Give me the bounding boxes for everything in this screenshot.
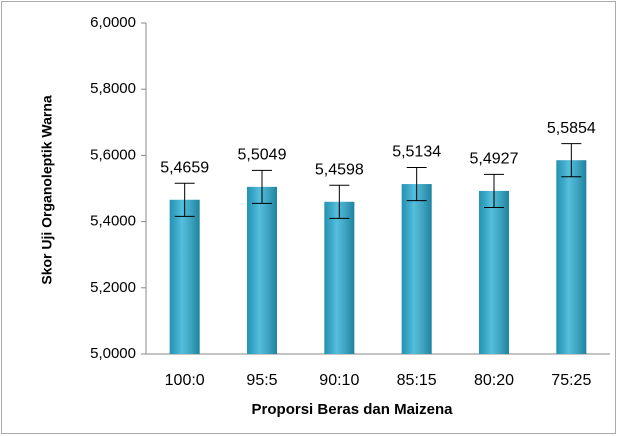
x-axis-title: Proporsi Beras dan Maizena bbox=[252, 401, 454, 418]
value-label: 5,4659 bbox=[160, 159, 209, 176]
y-tick-label: 5,0000 bbox=[90, 345, 136, 362]
y-tick-label: 5,6000 bbox=[90, 146, 136, 163]
bar-shade bbox=[324, 201, 355, 354]
y-tick-label: 6,0000 bbox=[90, 14, 136, 31]
x-tick-label: 85:15 bbox=[397, 372, 437, 389]
value-label: 5,5049 bbox=[238, 147, 287, 164]
error-bar bbox=[174, 182, 195, 217]
y-tick-label: 5,8000 bbox=[90, 80, 136, 97]
x-tick-label: 95:5 bbox=[246, 372, 277, 389]
error-bar bbox=[561, 143, 582, 178]
bar-shade bbox=[401, 184, 432, 354]
error-bar bbox=[484, 173, 504, 208]
y-tick-label: 5,2000 bbox=[90, 279, 136, 296]
error-bar bbox=[252, 169, 272, 204]
x-tick-label: 100:0 bbox=[165, 372, 205, 389]
error-bar bbox=[406, 167, 427, 202]
y-axis-title: Skor Uji Organoleptik Warna bbox=[39, 95, 55, 285]
x-tick-label: 80:20 bbox=[474, 372, 514, 389]
y-tick-label: 5,4000 bbox=[90, 213, 136, 230]
value-label: 5,4598 bbox=[315, 161, 364, 178]
x-tick-label: 90:10 bbox=[319, 372, 359, 389]
value-label: 5,5854 bbox=[547, 120, 596, 137]
bar-shade bbox=[479, 190, 509, 354]
bar-shade bbox=[556, 160, 587, 354]
error-bar bbox=[329, 184, 350, 219]
bar-shade bbox=[169, 199, 200, 354]
value-label: 5,5134 bbox=[392, 144, 441, 161]
x-tick-label: 75:25 bbox=[551, 372, 591, 389]
value-label: 5,4927 bbox=[470, 151, 519, 168]
bar-shade bbox=[247, 186, 277, 354]
